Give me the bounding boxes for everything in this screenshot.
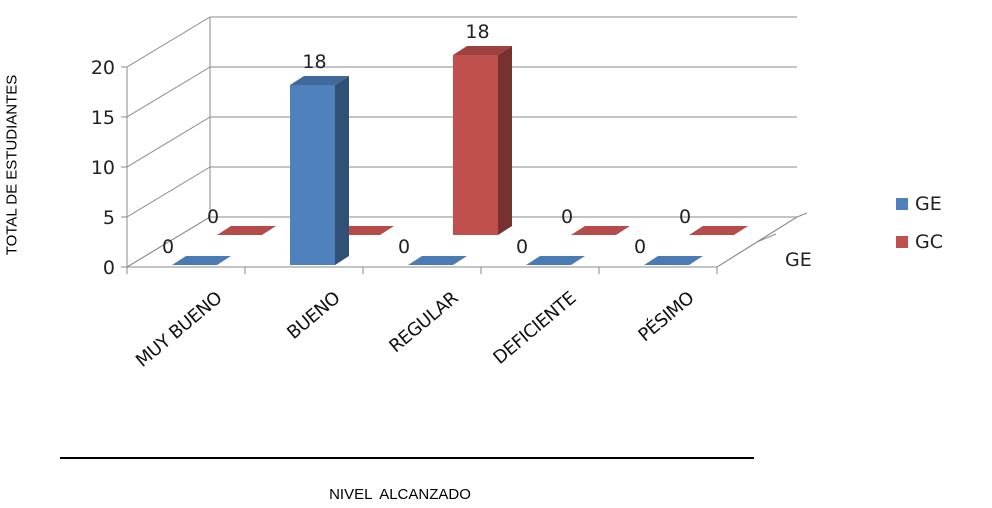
bar-ge-top (290, 76, 349, 85)
data-label-ge: 18 (302, 51, 326, 73)
x-tick-label: MUY BUENO (132, 288, 227, 372)
y-tick-label: 20 (91, 57, 115, 79)
data-label-gc: 0 (561, 206, 573, 228)
x-tick-label: BUENO (283, 288, 344, 344)
bar-gc-flat (689, 226, 748, 235)
bar-ge-flat (408, 256, 467, 265)
bar-ge-flat (172, 256, 231, 265)
data-label-gc: 0 (207, 206, 219, 228)
x-tick-label: PÉSIMO (634, 287, 699, 346)
data-label-ge: 0 (634, 236, 646, 258)
side-gridline (126, 166, 211, 218)
x-tick-label: REGULAR (385, 288, 462, 357)
legend-item-gc: GC (896, 230, 943, 254)
bar-ge-side (335, 76, 349, 265)
y-tick-label: 5 (103, 207, 115, 229)
side-gridline (126, 116, 211, 168)
depth-axis-label: GE (785, 249, 812, 271)
bar-gc-flat (571, 226, 630, 235)
depth-tick (796, 212, 808, 218)
x-axis-underline (60, 457, 754, 459)
legend-label-ge: GE (915, 193, 942, 215)
legend: GE GC (896, 192, 943, 268)
y-tick-label: 0 (103, 257, 115, 279)
bar-gc (453, 55, 498, 235)
data-label-ge: 0 (516, 236, 528, 258)
data-label-ge: 0 (162, 236, 174, 258)
bar-ge-flat (644, 256, 703, 265)
depth-tick (756, 233, 777, 243)
data-label-gc: 0 (679, 206, 691, 228)
side-gridline (126, 66, 211, 118)
bar-gc-flat (217, 226, 276, 235)
x-axis-title: NIVEL ALCANZADO (329, 486, 471, 503)
legend-swatch-ge (896, 198, 908, 210)
bar-gc-flat (335, 226, 394, 235)
legend-label-gc: GC (915, 231, 943, 253)
legend-swatch-gc (896, 236, 908, 248)
bar-gc-side (498, 46, 512, 235)
y-tick-label: 15 (91, 107, 115, 129)
side-gridline (126, 16, 211, 68)
bar-ge (290, 85, 335, 265)
legend-item-ge: GE (896, 192, 943, 216)
bar-ge-flat (526, 256, 585, 265)
bar-gc-top (453, 46, 512, 55)
x-tick-label: DEFICIENTE (489, 288, 580, 369)
y-tick-label: 10 (91, 157, 115, 179)
data-label-ge: 0 (398, 236, 410, 258)
data-label-gc: 18 (465, 21, 489, 43)
